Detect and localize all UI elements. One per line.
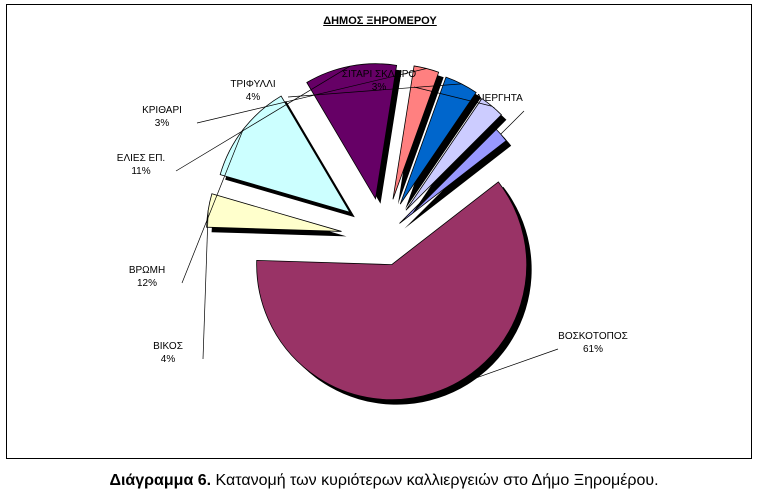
- slice-label: ΑΚΑΛΙΕΡΓΗΤΑ: [455, 93, 523, 104]
- slice-percent-label: 3%: [155, 118, 170, 129]
- slice-percent-label: 4%: [246, 92, 261, 103]
- pie-slice: [256, 181, 528, 400]
- leader-line: [433, 348, 559, 394]
- slice-percent-label: 61%: [583, 344, 603, 355]
- leader-line: [500, 110, 525, 135]
- chart-title: ΔΗΜΟΣ ΞΗΡΟΜΕΡΟΥ: [323, 15, 437, 27]
- slice-label: ΒΡΩΜΗ: [129, 265, 165, 276]
- figure-caption: Διάγραμμα 6. Κατανομή των κυριότερων καλ…: [0, 472, 768, 490]
- slice-percent-label: 11%: [131, 166, 150, 177]
- chart-area: ΔΗΜΟΣ ΞΗΡΟΜΕΡΟΥ ΑΚΑΛΙΕΡΓΗΤΑ2%ΒΟΣΚΟΤΟΠΟΣ6…: [6, 4, 752, 459]
- leader-line: [287, 83, 462, 98]
- slice-percent-label: 12%: [137, 278, 157, 289]
- slice-percent-label: 3%: [372, 82, 387, 93]
- pie-slice: [405, 98, 502, 211]
- slice-label: ΤΡΙΦΥΛΛΙ: [230, 79, 275, 90]
- leader-line: [175, 65, 351, 172]
- slice-label: ΒΟΣΚΟΤΟΠΟΣ: [558, 331, 628, 342]
- leader-line: [202, 210, 209, 360]
- slice-percent-label: 4%: [161, 354, 176, 365]
- pie-chart: ΑΚΑΛΙΕΡΓΗΤΑ2%ΒΟΣΚΟΤΟΠΟΣ61%ΒΙΚΟΣ4%ΒΡΩΜΗ12…: [117, 63, 628, 405]
- leader-line: [196, 68, 427, 124]
- caption-text: Κατανομή των κυριότερων καλλιεργειών στο…: [211, 472, 659, 489]
- pie-slice: [206, 193, 342, 232]
- caption-prefix: Διάγραμμα 6.: [109, 472, 212, 489]
- slice-label: ΕΛΙΕΣ ΕΠ.: [117, 153, 165, 164]
- slice-label: ΒΙΚΟΣ: [153, 341, 183, 352]
- slice-label: ΚΡΙΘΑΡΙ: [142, 105, 182, 116]
- slice-label: ΣΙΤΑΡΙ ΣΚΛΗΡΟ: [342, 69, 417, 80]
- leader-line: [181, 129, 244, 284]
- pie-slice-shadow: [405, 82, 482, 210]
- pie-slice-shadow: [397, 70, 444, 205]
- leader-line: [413, 86, 493, 107]
